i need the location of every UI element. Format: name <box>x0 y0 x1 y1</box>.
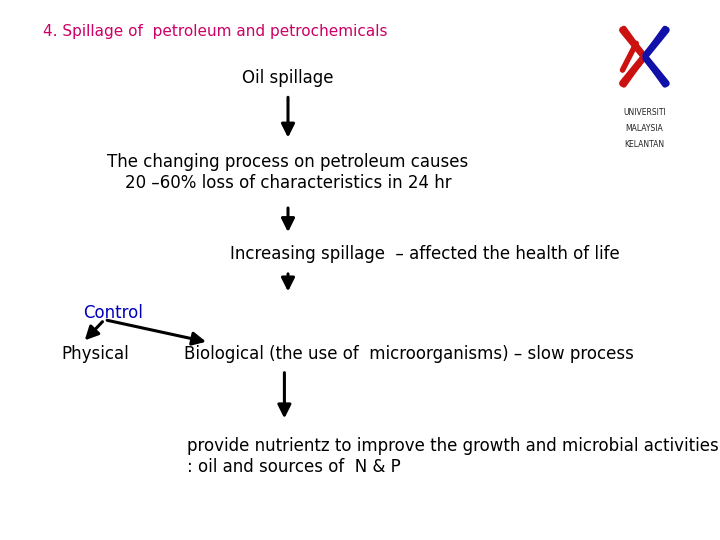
Text: KELANTAN: KELANTAN <box>624 140 665 150</box>
Text: Oil spillage: Oil spillage <box>242 69 334 87</box>
Text: provide nutrientz to improve the growth and microbial activities
: oil and sourc: provide nutrientz to improve the growth … <box>187 437 719 476</box>
Text: 4. Spillage of  petroleum and petrochemicals: 4. Spillage of petroleum and petrochemic… <box>43 24 387 39</box>
Text: The changing process on petroleum causes
20 –60% loss of characteristics in 24 h: The changing process on petroleum causes… <box>107 153 469 192</box>
Text: Physical: Physical <box>61 345 129 363</box>
Text: Control: Control <box>83 304 143 322</box>
Text: MALAYSIA: MALAYSIA <box>626 124 663 133</box>
Text: Increasing spillage  – affected the health of life: Increasing spillage – affected the healt… <box>230 245 620 263</box>
Text: UNIVERSITI: UNIVERSITI <box>623 108 666 117</box>
Text: Biological (the use of  microorganisms) – slow process: Biological (the use of microorganisms) –… <box>184 345 634 363</box>
